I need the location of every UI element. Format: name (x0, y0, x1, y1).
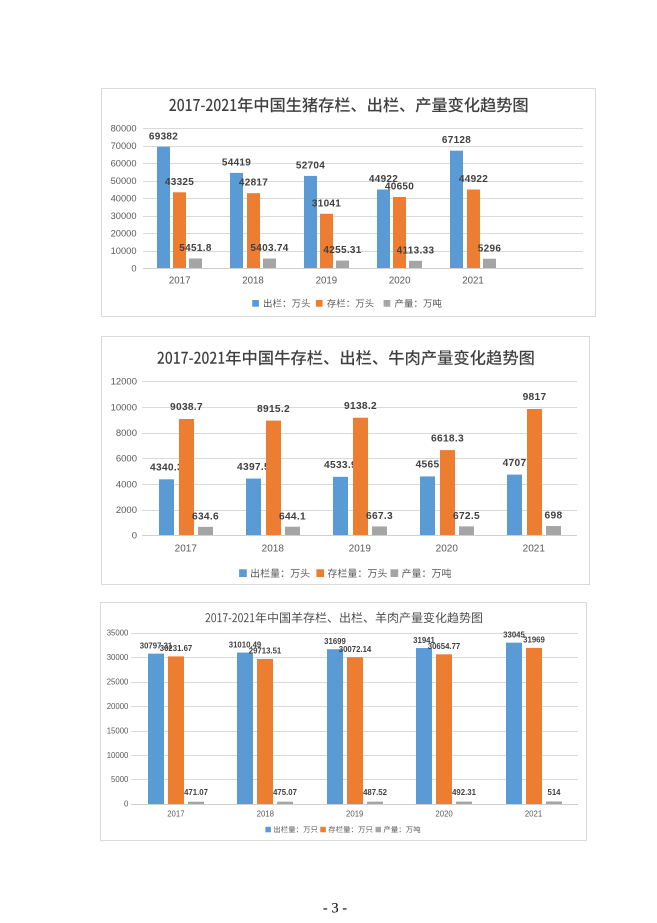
svg-text:8000: 8000 (116, 428, 137, 439)
svg-text:0: 0 (131, 263, 136, 273)
svg-text:15000: 15000 (107, 726, 129, 735)
svg-text:4113.33: 4113.33 (397, 245, 435, 256)
svg-text:4340.3: 4340.3 (150, 463, 183, 474)
svg-text:2020: 2020 (389, 275, 411, 286)
svg-text:67128: 67128 (442, 135, 471, 146)
svg-text:2000: 2000 (116, 505, 137, 516)
svg-text:5296: 5296 (478, 243, 502, 254)
svg-text:2019: 2019 (346, 810, 363, 819)
svg-text:52704: 52704 (296, 160, 325, 171)
svg-text:2017: 2017 (169, 275, 191, 286)
svg-text:6000: 6000 (116, 454, 137, 465)
svg-text:30000: 30000 (107, 653, 129, 662)
svg-text:69382: 69382 (149, 131, 178, 142)
svg-text:6618.3: 6618.3 (431, 433, 464, 444)
svg-text:2021: 2021 (523, 543, 546, 554)
svg-text:33045: 33045 (503, 630, 525, 639)
svg-text:30000: 30000 (111, 211, 137, 221)
svg-text:50000: 50000 (111, 176, 137, 186)
svg-text:9817: 9817 (523, 392, 547, 403)
svg-text:0: 0 (132, 531, 137, 542)
svg-text:80000: 80000 (111, 124, 137, 134)
svg-text:2020: 2020 (435, 810, 453, 819)
svg-text:40650: 40650 (385, 181, 414, 192)
svg-text:60000: 60000 (111, 159, 137, 169)
svg-text:492.31: 492.31 (452, 788, 477, 797)
svg-text:12000: 12000 (111, 377, 137, 388)
svg-text:487.52: 487.52 (363, 788, 388, 797)
svg-text:31041: 31041 (312, 198, 341, 209)
svg-text:- 3 -: - 3 - (323, 900, 347, 916)
svg-text:44922: 44922 (369, 174, 398, 185)
svg-text:54419: 54419 (222, 157, 251, 168)
svg-text:4255.31: 4255.31 (323, 245, 361, 256)
svg-text:31969: 31969 (523, 636, 545, 645)
svg-text:2017: 2017 (167, 810, 184, 819)
svg-text:8915.2: 8915.2 (257, 404, 290, 415)
svg-text:475.07: 475.07 (273, 788, 297, 797)
svg-text:4000: 4000 (116, 479, 137, 490)
svg-text:4533.9: 4533.9 (324, 460, 357, 471)
svg-text:471.07: 471.07 (184, 788, 208, 797)
svg-text:4397.5: 4397.5 (237, 462, 270, 473)
svg-text:5403.74: 5403.74 (250, 243, 288, 254)
svg-text:31010.49: 31010.49 (229, 640, 262, 649)
svg-text:30231.67: 30231.67 (160, 644, 193, 653)
svg-text:31941: 31941 (413, 636, 435, 645)
svg-text:0: 0 (124, 800, 129, 809)
svg-text:10000: 10000 (111, 402, 137, 413)
svg-text:10000: 10000 (107, 751, 129, 760)
svg-text:2019: 2019 (316, 275, 338, 286)
svg-text:2018: 2018 (262, 543, 285, 554)
svg-text:2020: 2020 (436, 543, 459, 554)
svg-text:29713.51: 29713.51 (249, 647, 282, 656)
svg-text:9138.2: 9138.2 (344, 401, 377, 412)
svg-text:20000: 20000 (111, 228, 137, 238)
svg-text:2019: 2019 (349, 543, 372, 554)
svg-text:30072.14: 30072.14 (339, 645, 372, 654)
svg-text:667.3: 667.3 (366, 511, 393, 522)
svg-text:31699: 31699 (324, 637, 346, 646)
svg-text:644.1: 644.1 (279, 511, 306, 522)
svg-text:10000: 10000 (111, 246, 137, 256)
svg-text:5451.8: 5451.8 (179, 243, 212, 254)
svg-text:9038.7: 9038.7 (170, 402, 203, 413)
svg-text:30797.31: 30797.31 (140, 641, 173, 650)
svg-text:672.5: 672.5 (453, 511, 480, 522)
svg-text:5000: 5000 (111, 775, 129, 784)
svg-text:2021: 2021 (525, 810, 542, 819)
svg-text:35000: 35000 (107, 629, 129, 638)
svg-text:2021: 2021 (462, 275, 484, 286)
svg-text:634.6: 634.6 (192, 512, 219, 523)
svg-text:42817: 42817 (239, 178, 268, 189)
svg-text:2018: 2018 (242, 275, 264, 286)
svg-text:25000: 25000 (107, 678, 129, 687)
svg-text:4565: 4565 (416, 460, 440, 471)
svg-text:30654.77: 30654.77 (428, 642, 461, 651)
svg-text:70000: 70000 (111, 141, 137, 151)
svg-text:4707: 4707 (503, 458, 527, 469)
svg-text:2017: 2017 (175, 543, 198, 554)
svg-text:43325: 43325 (165, 177, 194, 188)
svg-text:40000: 40000 (111, 193, 137, 203)
svg-text:44922: 44922 (459, 174, 488, 185)
svg-text:514: 514 (547, 788, 561, 797)
svg-text:698: 698 (545, 511, 563, 522)
svg-text:20000: 20000 (107, 702, 129, 711)
svg-text:2018: 2018 (257, 810, 274, 819)
